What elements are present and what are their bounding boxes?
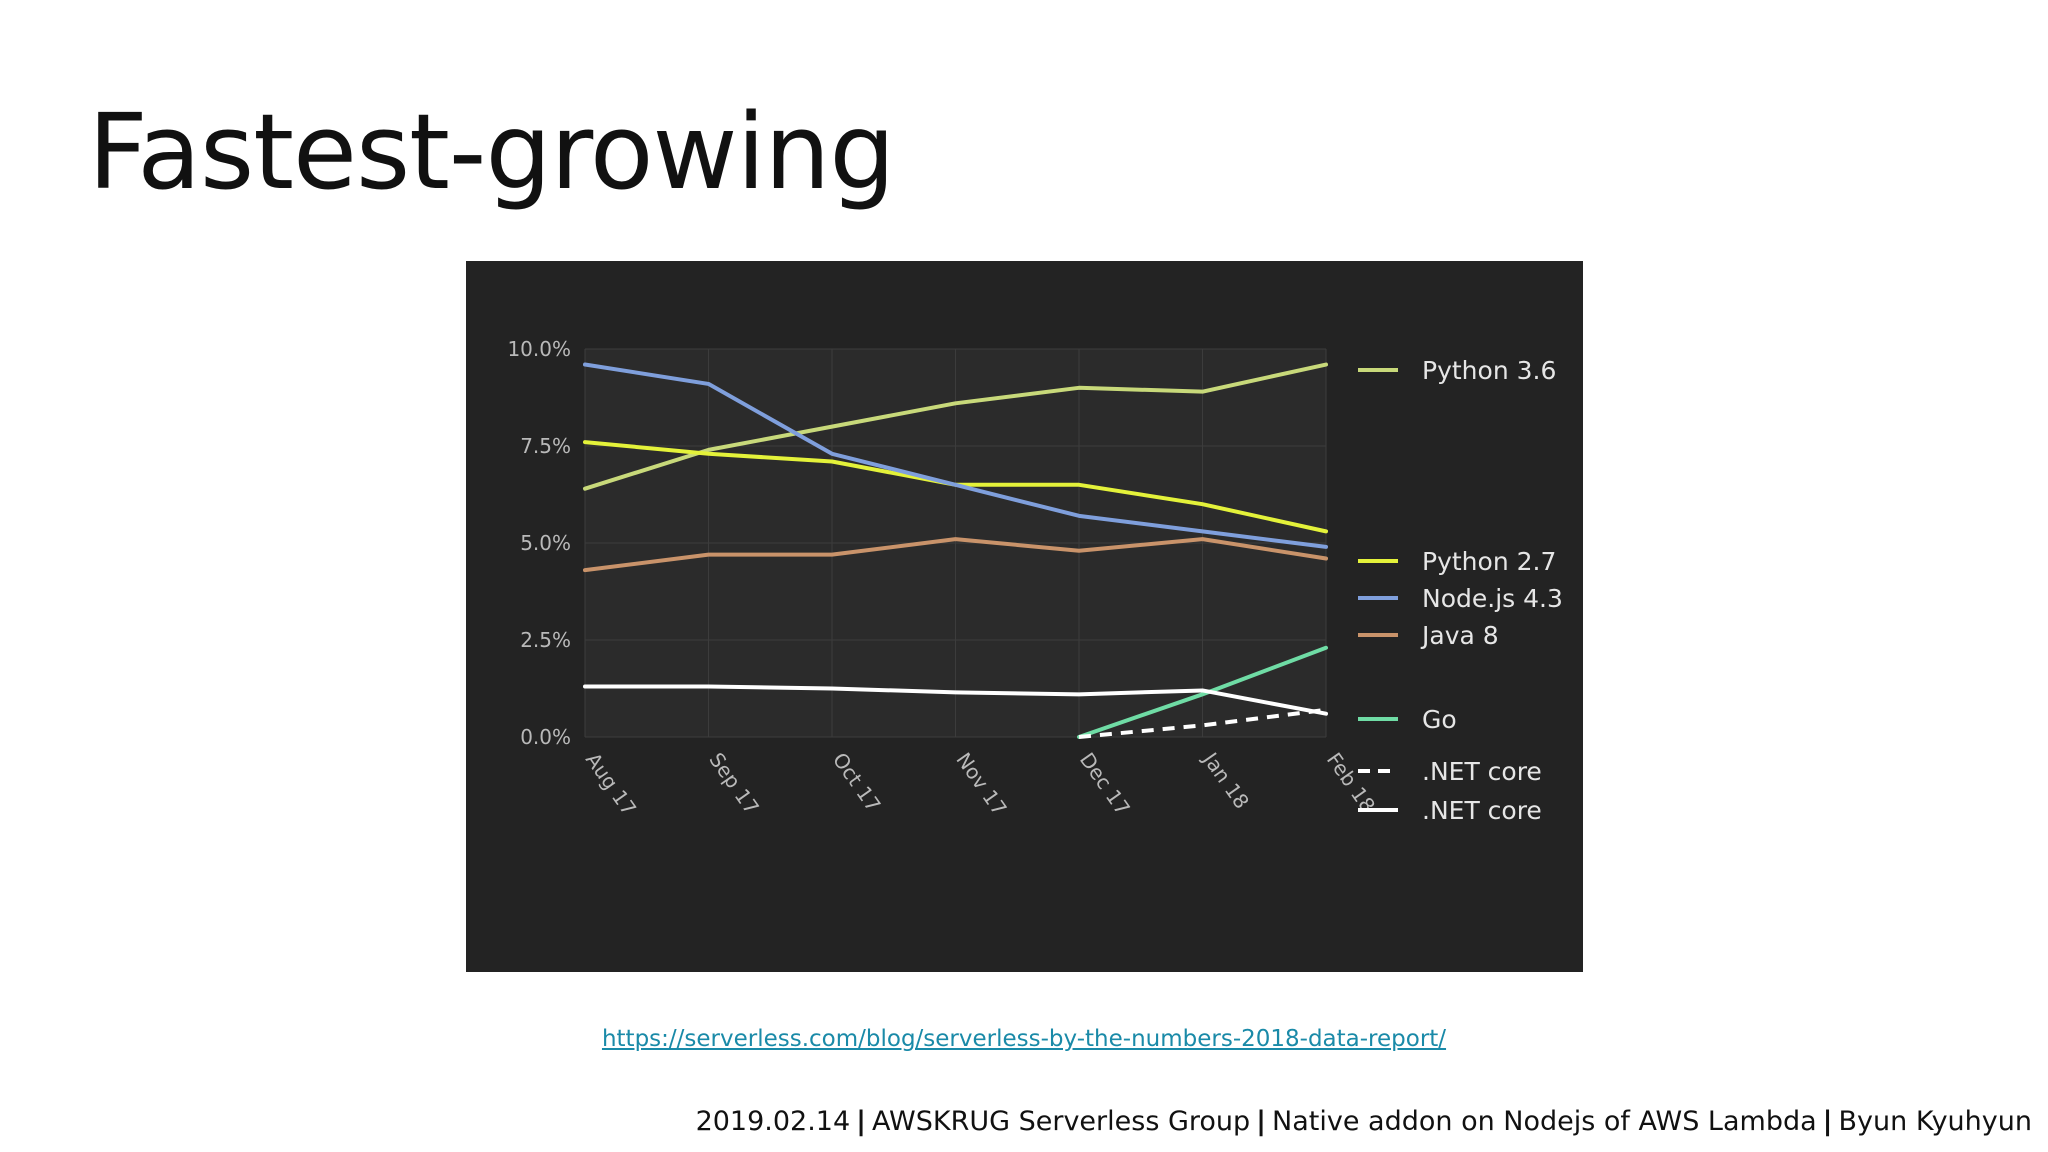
source-link[interactable]: https://serverless.com/blog/serverless-b… [601, 1026, 1447, 1052]
footer-author: Byun Kyuhyun [1838, 1106, 2032, 1137]
line-chart: 0.0% 2.5% 5.0% 7.5% 10.0% Aug 17 Sep 17 Oct 17… [507, 337, 1563, 825]
footer-talk: Native addon on Nodejs of AWS Lambda [1272, 1106, 1817, 1137]
x-tick-label: Sep 17 [704, 748, 764, 819]
series-lines [583, 362, 1328, 739]
footer-date: 2019.02.14 [695, 1106, 851, 1137]
footer-separator: | [856, 1106, 867, 1137]
footer-separator: | [1256, 1106, 1267, 1137]
x-tick-label: Nov 17 [951, 748, 1011, 820]
series-line-node-js-4-3 [583, 362, 1328, 549]
y-tick-label: 7.5% [520, 434, 571, 458]
series-line-python-3-6 [583, 362, 1328, 491]
y-tick-label: 5.0% [520, 531, 571, 555]
legend-label: .NET core [1422, 757, 1542, 786]
x-tick-label: Dec 17 [1075, 748, 1135, 820]
legend-label: .NET core [1422, 796, 1542, 825]
series-line-java-8 [583, 537, 1328, 573]
series-line-net-core [583, 684, 1328, 716]
x-tick-label: Jan 18 [1197, 746, 1254, 813]
footer: 2019.02.14 | AWSKRUG Serverless Group | Nati… [696, 1106, 2032, 1137]
series-line-go [1077, 645, 1328, 739]
chart-panel: 0.0% 2.5% 5.0% 7.5% 10.0% Aug 17 Sep 17 Oct 17… [466, 261, 1583, 972]
footer-separator: | [1822, 1106, 1833, 1137]
legend-label: Python 3.6 [1422, 356, 1556, 385]
slide-title: Fastest-growing [88, 91, 895, 213]
x-tick-label: Feb 18 [1322, 748, 1380, 817]
legend: Python 3.6 Python 2.7 Node.js 4.3 Java 8 Go.… [1358, 356, 1563, 825]
y-tick-label: 10.0% [507, 337, 571, 361]
x-tick-label: Aug 17 [581, 748, 641, 820]
footer-event: AWSKRUG Serverless Group [872, 1106, 1251, 1137]
legend-label: Go [1422, 705, 1457, 734]
y-axis-ticks: 0.0% 2.5% 5.0% 7.5% 10.0% [507, 337, 571, 749]
legend-label: Node.js 4.3 [1422, 584, 1563, 613]
x-axis-ticks: Aug 17 Sep 17 Oct 17 Nov 17 Dec 17 Jan 18 Feb … [581, 746, 1380, 819]
x-tick-label: Oct 17 [828, 748, 886, 816]
y-tick-label: 0.0% [520, 725, 571, 749]
legend-label: Python 2.7 [1422, 547, 1556, 576]
y-tick-label: 2.5% [520, 628, 571, 652]
legend-label: Java 8 [1420, 621, 1499, 650]
gridlines [584, 348, 1327, 738]
